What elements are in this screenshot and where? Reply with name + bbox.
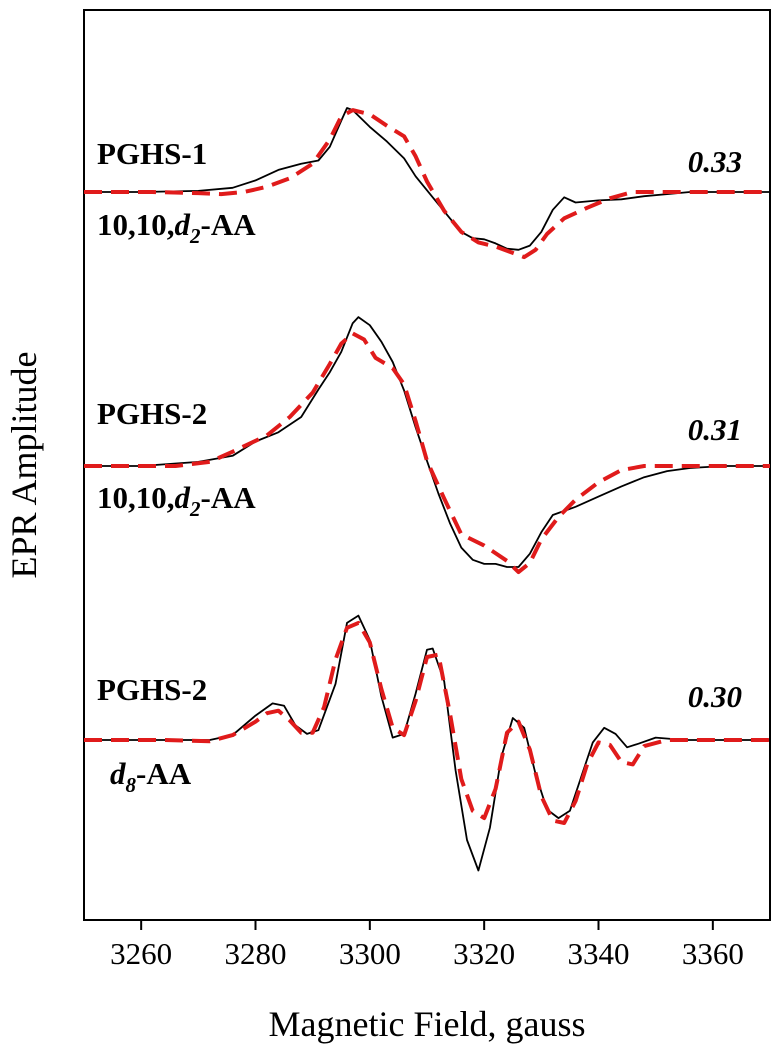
x-tick-label: 3320 <box>453 936 515 971</box>
x-axis-ticks: 3260 3280 3300 3320 3340 3360 <box>110 920 744 971</box>
x-tick-label: 3360 <box>682 936 744 971</box>
y-axis-title: EPR Amplitude <box>4 351 44 578</box>
x-tick-label: 3300 <box>339 936 401 971</box>
panel-1-ratio-value: 0.33 <box>688 144 742 179</box>
simulation-trace-panel-1 <box>84 108 770 260</box>
x-tick-label: 3260 <box>110 936 172 971</box>
x-axis-title: Magnetic Field, gauss <box>269 1004 586 1044</box>
panel-annotations: PGHS-1 10,10,d2-AA 0.33 PGHS-2 10,10,d2-AA 0.… <box>97 136 742 797</box>
x-tick-label: 3340 <box>568 936 630 971</box>
panel-2-ratio-value: 0.31 <box>688 412 742 447</box>
x-tick-label: 3280 <box>225 936 287 971</box>
experimental-trace-panel-3 <box>84 614 770 872</box>
simulation-trace-panel-2 <box>84 331 770 575</box>
panel-2-enzyme-label: PGHS-2 <box>97 396 207 431</box>
panel-3-ratio-value: 0.30 <box>688 679 742 714</box>
experimental-trace-panel-2 <box>84 316 770 568</box>
panel-2-substrate-label: 10,10,d2-AA <box>97 480 256 521</box>
panel-1-enzyme-label: PGHS-1 <box>97 136 207 171</box>
panel-3-substrate-label: d8-AA <box>110 756 192 797</box>
panel-1-substrate-label: 10,10,d2-AA <box>97 207 256 248</box>
panel-3-enzyme-label: PGHS-2 <box>97 672 207 707</box>
spectra-traces <box>84 107 770 872</box>
